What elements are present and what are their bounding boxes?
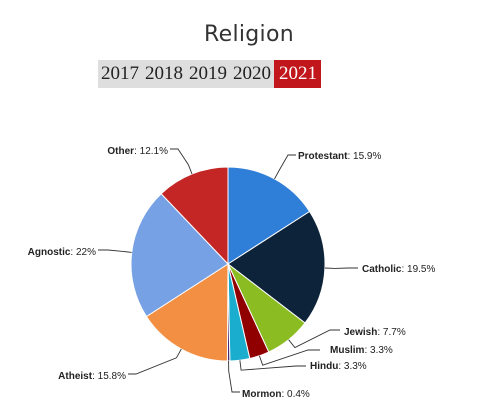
leader-line-protestant	[274, 154, 296, 180]
slice-label-name: Other	[107, 146, 134, 157]
slice-label-hindu: Hindu: 3.3%	[310, 361, 367, 372]
slice-label-value: : 15.8%	[92, 371, 126, 382]
slice-label-name: Protestant	[298, 151, 348, 162]
slice-label-name: Jewish	[344, 327, 377, 338]
pie-slice-catholic[interactable]	[227, 210, 326, 324]
slice-label-name: Mormon	[242, 389, 281, 400]
slice-label-value: : 12.1%	[134, 146, 168, 157]
slice-label-name: Hindu	[310, 361, 338, 372]
leader-line-mormon	[228, 360, 240, 393]
slice-label-catholic: Catholic: 19.5%	[362, 264, 435, 275]
leader-line-atheist	[128, 348, 182, 375]
tab-year-2017[interactable]: 2017	[98, 60, 142, 88]
slice-label-other: Other: 12.1%	[107, 146, 168, 157]
slice-label-name: Agnostic	[28, 247, 71, 258]
leader-line-jewish	[288, 329, 340, 349]
slice-label-name: Muslim	[330, 345, 365, 356]
slice-label-muslim: Muslim: 3.3%	[330, 345, 393, 356]
leader-line-agnostic	[98, 249, 132, 253]
leader-line-other	[170, 148, 193, 175]
leader-line-hindu	[239, 360, 306, 371]
year-selector: 2017 2018 2019 2020 2021	[98, 60, 321, 88]
slice-label-agnostic: Agnostic: 22%	[28, 247, 96, 258]
pie-slices	[130, 166, 326, 362]
slice-label-value: : 3.3%	[364, 345, 392, 356]
pie-slice-other[interactable]	[160, 166, 229, 266]
leader-line-muslim	[258, 349, 320, 366]
slice-labels: Protestant: 15.9%Catholic: 19.5%Jewish: …	[28, 146, 436, 400]
tab-year-2020[interactable]: 2020	[230, 60, 274, 88]
tab-year-2021[interactable]: 2021	[274, 60, 321, 88]
slice-label-value: : 0.4%	[281, 389, 309, 400]
leader-lines	[98, 148, 358, 393]
slice-label-value: : 7.7%	[377, 327, 405, 338]
slice-label-protestant: Protestant: 15.9%	[298, 151, 381, 162]
slice-label-name: Catholic	[362, 264, 402, 275]
slice-label-name: Atheist	[58, 371, 93, 382]
slice-label-value: : 19.5%	[401, 264, 435, 275]
slice-label-atheist: Atheist: 15.8%	[58, 371, 126, 382]
pie-slice-agnostic[interactable]	[130, 193, 229, 318]
slice-label-value: : 15.9%	[347, 151, 381, 162]
tab-year-2019[interactable]: 2019	[186, 60, 230, 88]
slice-label-mormon: Mormon: 0.4%	[242, 389, 310, 400]
chart-title: Religion	[204, 22, 294, 47]
slice-label-value: : 22%	[70, 247, 96, 258]
tab-year-2018[interactable]: 2018	[142, 60, 186, 88]
slice-label-jewish: Jewish: 7.7%	[344, 327, 406, 338]
slice-label-value: : 3.3%	[338, 361, 366, 372]
